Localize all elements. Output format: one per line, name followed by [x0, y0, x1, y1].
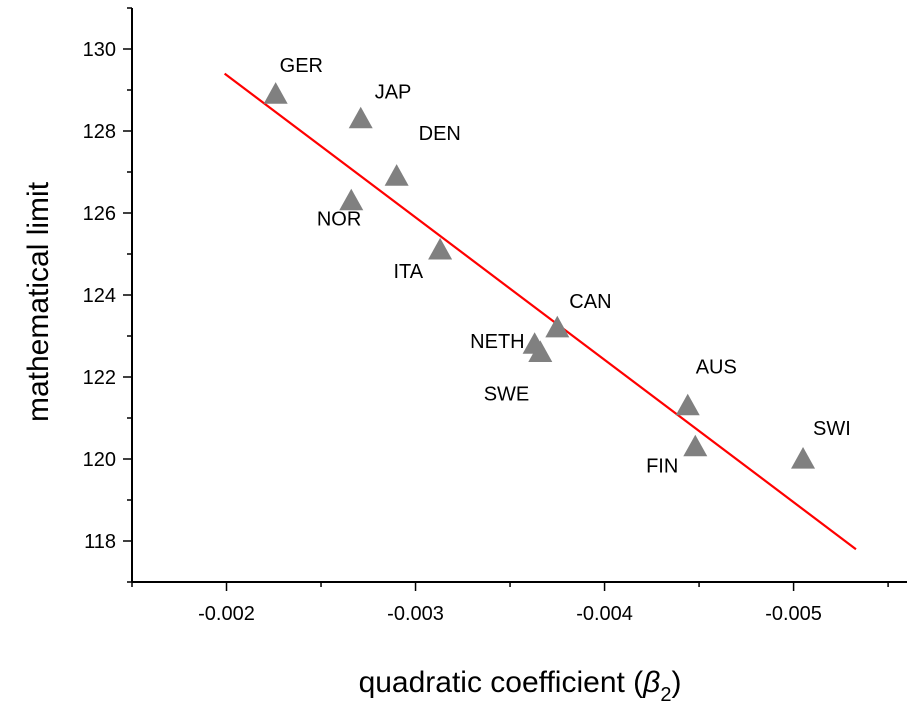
data-point [339, 188, 364, 211]
y-tick-label: 126 [83, 203, 116, 225]
y-axis-title: mathematical limit [22, 181, 55, 422]
point-label: FIN [646, 456, 678, 478]
y-tick-label: 122 [83, 367, 116, 389]
ticks: 118 120 122 124 126 128 130 -0.002 -0.003 -0.004 -… [83, 7, 889, 625]
point-label: CAN [569, 291, 611, 313]
x-axis-title-symbol: β [642, 666, 660, 699]
fit-line [223, 72, 857, 551]
data-point [683, 434, 708, 457]
y-tick-label: 124 [83, 285, 116, 307]
data-point [675, 393, 700, 416]
x-tick-label: -0.005 [765, 603, 822, 625]
point-label: GER [280, 55, 323, 77]
point-label: AUS [696, 357, 737, 379]
data-point [545, 315, 570, 338]
points-group [263, 82, 816, 469]
data-point [384, 164, 409, 186]
point-label: NETH [470, 331, 524, 353]
point-labels-group: GER JAP DEN NOR ITA CAN NETH SWE AUS FIN SWI [280, 55, 851, 478]
x-tick-label: -0.004 [576, 603, 633, 625]
x-axis-title-text: quadratic coefficient ( [359, 666, 644, 699]
x-axis-title-close: ) [671, 666, 681, 699]
y-tick-label: 128 [83, 121, 116, 143]
point-label: DEN [419, 123, 461, 145]
data-point [791, 447, 816, 469]
data-point [263, 82, 288, 104]
data-point [428, 237, 453, 260]
point-label: ITA [393, 261, 423, 283]
x-tick-label: -0.003 [387, 603, 444, 625]
point-label: JAP [375, 82, 412, 104]
data-point [348, 106, 373, 129]
point-label: NOR [317, 209, 361, 231]
x-tick-label: -0.002 [198, 603, 255, 625]
y-tick-label: 130 [83, 39, 116, 61]
point-label: SWI [813, 418, 851, 440]
data-point [528, 340, 553, 362]
y-tick-label: 118 [84, 531, 116, 553]
fit-line-group [223, 72, 857, 551]
x-axis-title-subscript: 2 [660, 684, 671, 702]
x-axis-title: quadratic coefficient (β2) [359, 666, 682, 702]
y-tick-label: 120 [83, 449, 116, 471]
point-label: SWE [484, 383, 530, 405]
